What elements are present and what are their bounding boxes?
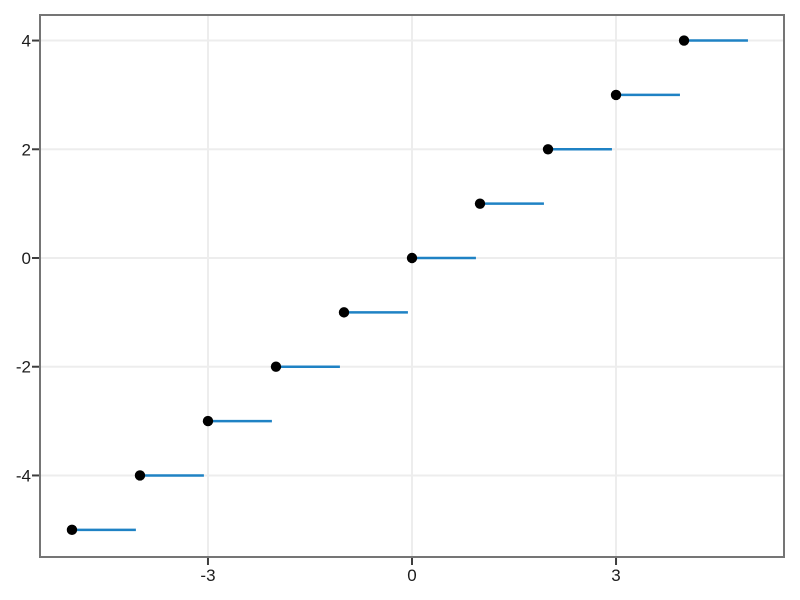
data-point-marker (270, 361, 282, 372)
x-tick-label: -3 (200, 566, 215, 585)
data-point-marker (678, 35, 690, 46)
data-point-marker (406, 252, 418, 264)
data-point-marker (542, 144, 554, 155)
plot-frame (39, 14, 785, 558)
data-point-marker (202, 415, 214, 427)
y-tick-label: -4 (16, 466, 31, 485)
data-point-marker (66, 524, 78, 536)
y-tick-label: 4 (22, 32, 31, 51)
data-point-marker (474, 198, 486, 209)
data-point-marker (134, 470, 146, 481)
y-tick-label: 2 (22, 140, 31, 159)
x-tick-label: 3 (611, 566, 620, 585)
y-tick-label: 0 (22, 249, 31, 268)
data-point-marker (610, 89, 622, 101)
x-tick-label: 0 (407, 566, 416, 585)
data-point-marker (338, 307, 350, 318)
y-tick-label: -2 (16, 358, 31, 377)
